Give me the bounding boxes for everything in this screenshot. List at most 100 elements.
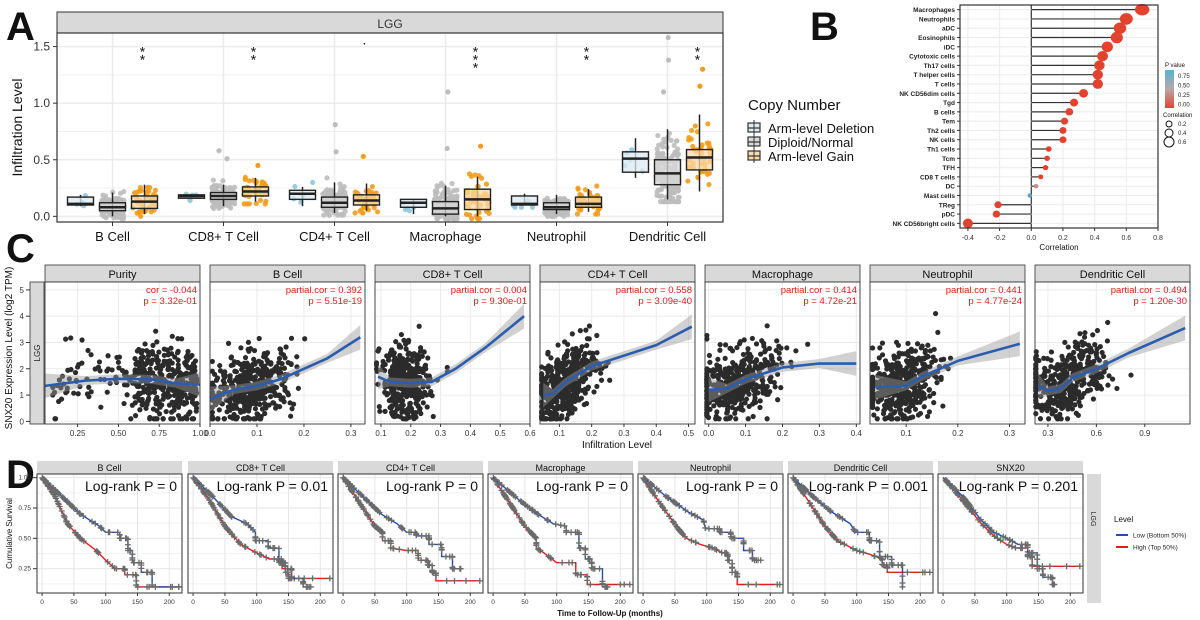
scatter-point (1109, 376, 1116, 382)
y-tick-label: 1.5 (33, 40, 50, 54)
scatter-point (266, 402, 272, 408)
scatter-point (745, 366, 751, 373)
scatter-point (591, 389, 597, 395)
scatter-point (175, 336, 181, 342)
y-tick-label: 0.25 (18, 566, 31, 573)
size-legend-circle (1163, 136, 1175, 148)
jitter-point (674, 152, 680, 159)
y-tick-label: Th17 cells (924, 63, 956, 70)
scatter-point (924, 413, 931, 420)
scatter-point (56, 377, 62, 383)
scatter-point (289, 406, 295, 412)
x-tick-label: 0.5 (683, 429, 695, 438)
scatter-point (227, 373, 233, 379)
jitter-point (106, 196, 112, 203)
p-value-stat: p = 4.77e-24 (968, 296, 1022, 307)
scatter-point (209, 368, 215, 374)
jitter-point (659, 186, 665, 192)
jitter-point (692, 123, 698, 129)
scatter-point (232, 368, 238, 374)
y-tick-label: Th1 cells (927, 147, 955, 154)
scatter-point (1048, 373, 1054, 380)
y-tick-label: NK cells (929, 137, 955, 144)
scatter-point (1063, 401, 1070, 407)
scatter-point (170, 416, 176, 422)
scatter-point (918, 384, 924, 390)
box (621, 151, 650, 173)
scatter-point (288, 361, 294, 367)
scatter-point (79, 360, 85, 366)
scatter-point (238, 409, 244, 415)
scatter-point (403, 358, 409, 364)
scatter-point (1086, 359, 1092, 365)
jitter-point (434, 183, 440, 189)
scatter-point (869, 374, 876, 380)
row-strip (29, 281, 45, 425)
scatter-point (711, 403, 717, 409)
scatter-point (1033, 369, 1039, 375)
scatter-point (419, 394, 425, 400)
scatter-point (184, 395, 190, 401)
scatter-point (389, 411, 395, 417)
jitter-point (433, 190, 439, 196)
scatter-point (1037, 416, 1044, 422)
scatter-point (717, 347, 723, 353)
scatter-point (724, 394, 730, 401)
scatter-point (410, 358, 416, 364)
y-tick-label: Th2 cells (927, 128, 955, 135)
correlation-stat: partial.cor = 0.558 (616, 285, 692, 296)
y-tick-label: 2 (20, 365, 25, 374)
correlation-stat: partial.cor = 0.414 (781, 285, 857, 296)
scatter-point (424, 404, 430, 410)
scatter-point (1049, 411, 1055, 417)
scatter-point (738, 406, 744, 412)
scatter-point (569, 410, 575, 416)
p-value-stat: p = 1.20e-30 (1133, 296, 1187, 307)
scatter-point (413, 354, 420, 360)
scatter-point (882, 416, 888, 422)
jitter-point (668, 137, 674, 143)
y-tick-label: 0.0 (33, 209, 50, 223)
scatter-point (1094, 327, 1101, 334)
scatter-point (903, 407, 909, 413)
scatter-point (268, 360, 274, 366)
scatter-point (1079, 382, 1085, 388)
jitter-point (694, 129, 701, 135)
x-tick-label: 0.1 (554, 429, 566, 438)
scatter-point (77, 383, 83, 390)
scatter-point (1033, 411, 1039, 417)
scatter-point (793, 348, 799, 354)
jitter-point (440, 192, 446, 198)
outlier-point (697, 83, 703, 89)
jitter-point (466, 171, 473, 177)
jitter-point (629, 147, 635, 153)
scatter-point (171, 407, 177, 413)
facet-title: CD4+ T Cell (588, 269, 648, 281)
scatter-point (1070, 394, 1076, 400)
lollipop-dot (1059, 136, 1067, 144)
scatter-point (281, 365, 288, 371)
scatter-point (1055, 416, 1061, 422)
scatter-point (183, 358, 189, 365)
scatter-point (430, 413, 436, 420)
jitter-point (226, 203, 232, 209)
scatter-point (872, 361, 878, 367)
outlier-point (255, 162, 261, 169)
lollipop-dot (1113, 22, 1127, 34)
scatter-point (1065, 344, 1071, 350)
x-tick-label: B Cell (95, 229, 130, 244)
scatter-point (757, 398, 763, 404)
scatter-point (757, 404, 763, 411)
jitter-point (657, 199, 664, 205)
scatter-point (545, 351, 551, 357)
jitter-point (187, 197, 193, 204)
scatter-point (1114, 385, 1120, 392)
box (574, 196, 603, 208)
scatter-point (896, 350, 902, 356)
scatter-point (252, 406, 259, 412)
scatter-point (583, 327, 589, 333)
scatter-point (161, 352, 167, 358)
scatter-point (161, 358, 167, 364)
scatter-point (543, 409, 549, 415)
